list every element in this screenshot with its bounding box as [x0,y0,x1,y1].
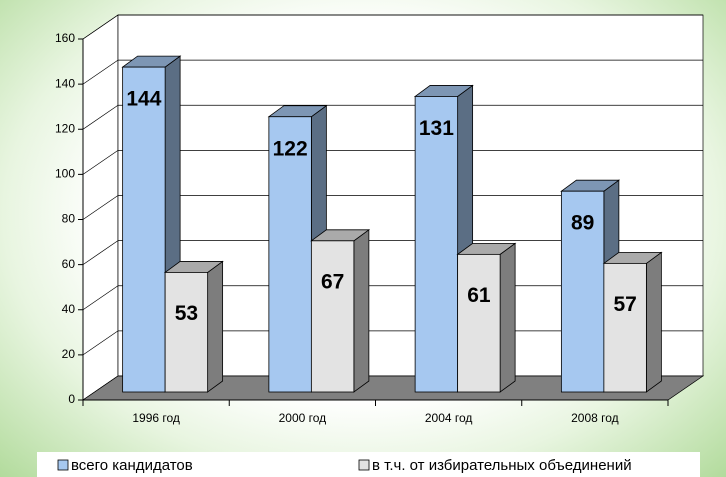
data-label: 122 [273,137,308,160]
y-tick-label: 20 [62,347,76,361]
x-tick-label: 2004 год [425,411,473,425]
bar [603,262,647,393]
grid-line-side [82,240,119,265]
legend-label: в т.ч. от избирательных объединений [372,457,632,474]
data-label: 67 [321,270,344,293]
grid-line-side [82,14,119,40]
y-tick-label: 0 [68,392,75,406]
bar [164,272,209,393]
grid-line-side [82,59,119,85]
y-tick-label: 40 [62,302,76,316]
bar-side [353,229,370,393]
y-tick-label: 140 [55,76,75,90]
y-tick-label: 160 [55,31,75,45]
bar [414,96,459,393]
bar-side [499,242,516,393]
bar-side [207,260,224,393]
y-tick-label: 60 [62,257,76,271]
grid-line-side [82,104,119,130]
bar [457,253,501,393]
grid-line-side [82,150,119,175]
data-label: 57 [613,293,636,316]
bar [122,66,166,393]
y-tick-label: 120 [55,121,75,135]
x-tick-label: 2000 год [279,411,327,425]
legend-swatch [57,459,69,471]
y-tick-label: 80 [62,212,76,226]
y-tick-label: 100 [55,167,75,181]
bar [310,240,355,393]
x-tick-label: 1996 год [132,411,180,425]
grid-line-side [82,195,119,220]
data-label: 61 [467,284,491,307]
grid-line-side [82,285,119,311]
bar-side [645,251,662,393]
legend-label: всего кандидатов [71,457,193,474]
data-label: 144 [126,88,161,111]
data-label: 53 [175,302,198,325]
data-label: 89 [571,212,594,235]
bar [268,116,312,393]
x-tick-label: 2008 год [571,411,619,425]
grid-line-side [82,330,119,356]
legend-swatch [358,459,370,471]
data-label: 131 [419,117,454,140]
bar [560,190,605,393]
